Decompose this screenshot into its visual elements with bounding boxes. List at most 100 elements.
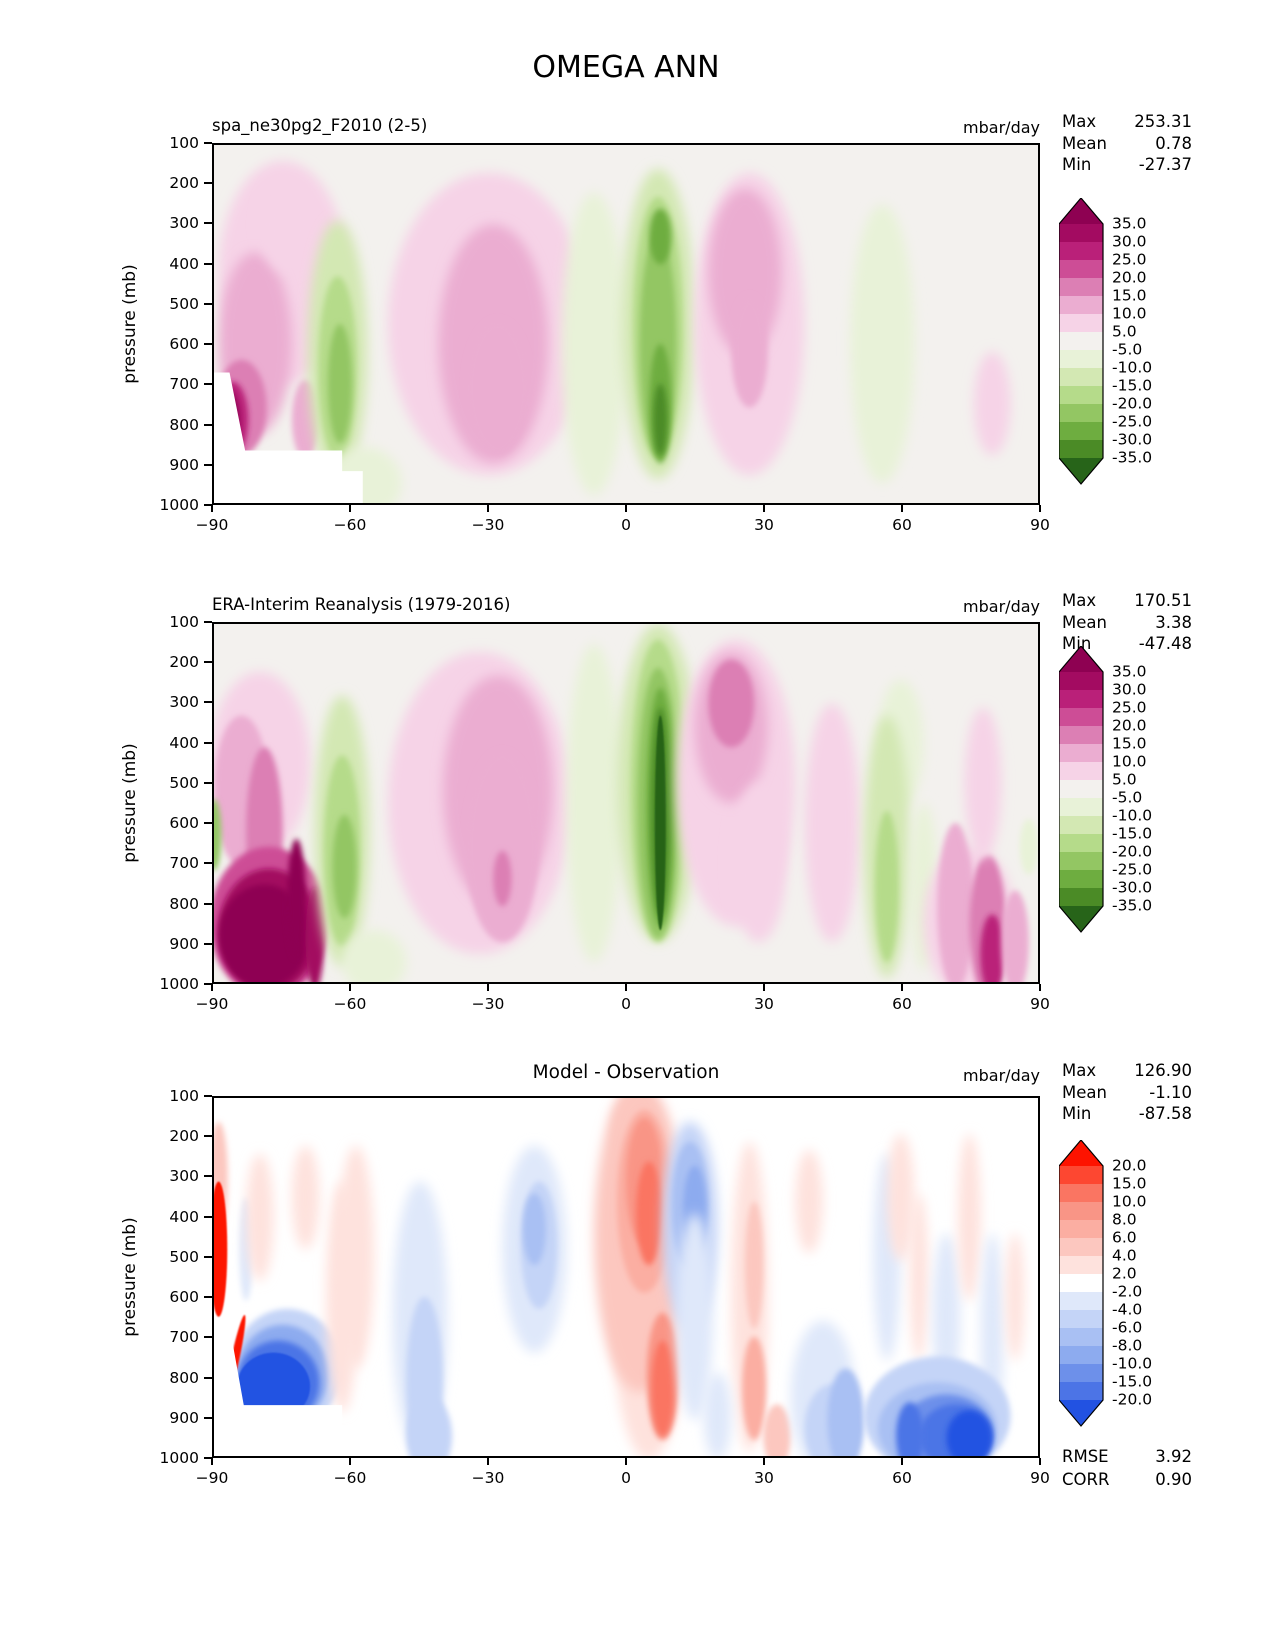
colorbar-tick-label: -30.0 xyxy=(1112,431,1152,449)
colorbar-tick-label: -20.0 xyxy=(1112,395,1152,413)
colorbar-tick-label: -5.0 xyxy=(1112,341,1142,359)
colorbar-tick-label: 30.0 xyxy=(1112,681,1147,699)
y-tick-label: 100 xyxy=(169,613,199,631)
colorbar-tick-label: -15.0 xyxy=(1112,1373,1152,1391)
y-tick-label: 800 xyxy=(169,415,199,434)
x-tick-label: 30 xyxy=(754,1469,774,1487)
y-tick-mark xyxy=(204,423,212,426)
x-tick-mark xyxy=(901,1458,903,1465)
stat-value: 3.92 xyxy=(1155,1447,1192,1466)
panel2-y-axis-label: pressure (mb) xyxy=(120,743,140,863)
stat-label: RMSE xyxy=(1062,1447,1109,1466)
x-tick-label: 90 xyxy=(1030,1469,1050,1487)
y-tick-mark xyxy=(204,1095,212,1097)
y-tick-label: 300 xyxy=(169,214,199,233)
panel3-units-label: mbar/day xyxy=(963,1066,1040,1085)
stat-label: Max xyxy=(1062,112,1097,131)
colorbar-tick-label: -35.0 xyxy=(1112,897,1152,915)
x-tick-label: −90 xyxy=(195,1469,229,1487)
colorbar-tick-label: 2.0 xyxy=(1112,1265,1137,1283)
y-tick-label: 200 xyxy=(169,1127,199,1146)
x-tick-label: 30 xyxy=(754,995,774,1013)
y-tick-mark xyxy=(204,1215,212,1218)
contour-plot-difference xyxy=(214,1098,1038,1456)
x-tick-mark xyxy=(349,984,351,991)
stat-value: 0.90 xyxy=(1155,1469,1192,1489)
panel1-plot-area xyxy=(212,143,1040,505)
colorbar-tick-label: 25.0 xyxy=(1112,699,1147,717)
stat-label: CORR xyxy=(1062,1469,1110,1489)
x-tick-label: 90 xyxy=(1030,516,1050,534)
y-tick-label: 1000 xyxy=(159,975,199,993)
colorbar-tick-label: -30.0 xyxy=(1112,879,1152,897)
stat-value: 253.31 xyxy=(1134,112,1192,131)
x-tick-label: −90 xyxy=(195,995,229,1013)
stat-label: Max xyxy=(1062,591,1097,610)
y-tick-mark xyxy=(204,621,212,623)
y-tick-mark xyxy=(204,983,212,985)
x-tick-mark xyxy=(487,984,489,991)
x-tick-label: −60 xyxy=(333,995,367,1013)
colorbar-tick-label: -25.0 xyxy=(1112,861,1152,879)
x-tick-mark xyxy=(763,984,765,991)
stat-label: Mean xyxy=(1062,1082,1107,1102)
x-tick-mark xyxy=(901,984,903,991)
colorbar-tick-label: -20.0 xyxy=(1112,843,1152,861)
x-tick-mark xyxy=(1039,1458,1041,1465)
y-tick-mark xyxy=(204,942,212,945)
x-tick-mark xyxy=(901,505,903,512)
contour-plot-model xyxy=(214,145,1038,503)
x-tick-mark xyxy=(349,1458,351,1465)
x-tick-label: 90 xyxy=(1030,995,1050,1013)
y-tick-label: 1000 xyxy=(159,496,199,514)
y-tick-label: 200 xyxy=(169,174,199,193)
colorbar-tick-label: -4.0 xyxy=(1112,1301,1142,1319)
colorbar-tick-label: 15.0 xyxy=(1112,287,1147,305)
x-tick-mark xyxy=(487,1458,489,1465)
colorbar-model: 35.030.025.020.015.010.05.0-5.0-10.0-15.… xyxy=(1059,198,1152,485)
colorbar-tick-label: 15.0 xyxy=(1112,1175,1147,1193)
y-tick-mark xyxy=(204,463,212,466)
y-tick-mark xyxy=(204,1175,212,1178)
y-tick-label: 600 xyxy=(169,335,199,354)
y-tick-mark xyxy=(204,1416,212,1419)
panel1-units-label: mbar/day xyxy=(963,118,1040,137)
colorbar-tick-label: 35.0 xyxy=(1112,663,1147,681)
y-tick-mark xyxy=(204,1255,212,1258)
panel2-units-label: mbar/day xyxy=(963,597,1040,616)
y-tick-label: 400 xyxy=(169,254,199,273)
colorbar-tick-label: -10.0 xyxy=(1112,807,1152,825)
colorbar-tick-label: -5.0 xyxy=(1112,789,1142,807)
stat-label: Mean xyxy=(1062,133,1107,153)
x-tick-label: −60 xyxy=(333,516,367,534)
x-tick-label: −30 xyxy=(471,995,505,1013)
x-tick-mark xyxy=(211,505,213,512)
stat-label: Mean xyxy=(1062,612,1107,632)
y-tick-mark xyxy=(204,661,212,664)
colorbar-tick-label: 20.0 xyxy=(1112,717,1147,735)
x-tick-label: 0 xyxy=(621,1469,631,1487)
y-tick-mark xyxy=(204,504,212,506)
y-tick-mark xyxy=(204,781,212,784)
y-tick-mark xyxy=(204,302,212,305)
y-tick-mark xyxy=(204,902,212,905)
colorbar-tick-label: -15.0 xyxy=(1112,377,1152,395)
y-tick-label: 900 xyxy=(169,1408,199,1427)
x-tick-label: −60 xyxy=(333,1469,367,1487)
x-tick-mark xyxy=(349,505,351,512)
panel3-stats: Max 126.90 Mean -1.10 Min -87.58 xyxy=(1062,1060,1192,1125)
colorbar-tick-label: -6.0 xyxy=(1112,1319,1142,1337)
colorbar-tick-label: -10.0 xyxy=(1112,1355,1152,1373)
x-tick-label: −30 xyxy=(471,516,505,534)
panel1-stats: Max 253.31 Mean 0.78 Min -27.37 xyxy=(1062,111,1192,176)
colorbar-tick-label: -2.0 xyxy=(1112,1283,1142,1301)
stat-label: Max xyxy=(1062,1061,1097,1080)
colorbar-difference: 20.015.010.08.06.04.02.0-2.0-4.0-6.0-8.0… xyxy=(1059,1140,1152,1427)
y-tick-label: 300 xyxy=(169,693,199,712)
colorbar-tick-label: 4.0 xyxy=(1112,1247,1137,1265)
y-tick-label: 100 xyxy=(169,1087,199,1105)
x-tick-mark xyxy=(487,505,489,512)
y-tick-mark xyxy=(204,343,212,346)
x-tick-label: −30 xyxy=(471,1469,505,1487)
colorbar-tick-label: 5.0 xyxy=(1112,323,1137,341)
